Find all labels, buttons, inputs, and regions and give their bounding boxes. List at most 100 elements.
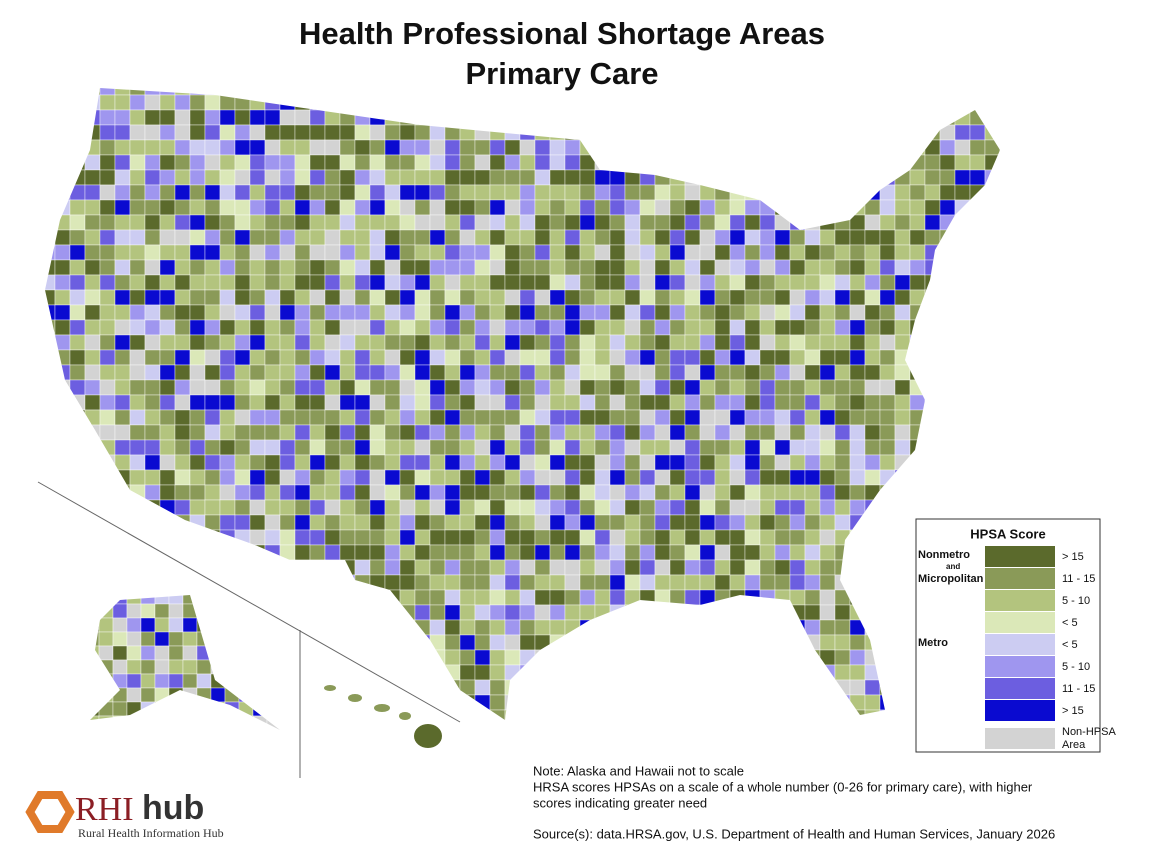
county [594, 139, 611, 156]
county [864, 139, 881, 156]
county [999, 319, 1000, 336]
county [196, 645, 212, 661]
county [759, 634, 776, 651]
county [864, 229, 881, 246]
county [999, 364, 1000, 381]
county [774, 214, 791, 231]
county [196, 603, 212, 619]
county [444, 529, 461, 546]
county [879, 409, 896, 426]
county [879, 94, 896, 111]
county [744, 289, 761, 306]
county [399, 88, 416, 96]
county [384, 139, 401, 156]
county [564, 409, 581, 426]
county [759, 484, 776, 501]
county [112, 631, 128, 647]
county [252, 645, 268, 661]
county [249, 259, 266, 276]
county [774, 154, 791, 171]
county [384, 94, 401, 111]
county [129, 274, 146, 291]
county [744, 439, 761, 456]
county [894, 229, 911, 246]
county [189, 349, 206, 366]
county [894, 484, 911, 501]
county [459, 439, 476, 456]
county [594, 439, 611, 456]
county [759, 109, 776, 126]
county [819, 394, 836, 411]
county [969, 499, 986, 516]
county [309, 244, 326, 261]
county [474, 274, 491, 291]
county [234, 574, 251, 591]
county [669, 394, 686, 411]
county [399, 274, 416, 291]
county [354, 379, 371, 396]
county [159, 514, 176, 531]
county [84, 274, 101, 291]
county [534, 664, 551, 681]
county [894, 139, 911, 156]
county [264, 499, 281, 516]
county [759, 304, 776, 321]
county [639, 514, 656, 531]
county [579, 109, 596, 126]
county [534, 634, 551, 651]
county [309, 139, 326, 156]
county [519, 199, 536, 216]
county [294, 124, 311, 141]
county [189, 109, 206, 126]
county [249, 544, 266, 561]
county [414, 409, 431, 426]
county [264, 469, 281, 486]
county [384, 499, 401, 516]
county [429, 619, 446, 636]
county [219, 499, 236, 516]
county [444, 499, 461, 516]
county [639, 694, 656, 711]
county [609, 139, 626, 156]
county [639, 214, 656, 231]
county [84, 604, 101, 621]
county [339, 574, 356, 591]
county [594, 709, 611, 720]
county [84, 184, 101, 201]
county [684, 424, 701, 441]
county [99, 409, 116, 426]
legend-label: 11 - 15 [1062, 683, 1095, 695]
county [504, 559, 521, 576]
county [159, 334, 176, 351]
county [819, 334, 836, 351]
county [114, 199, 131, 216]
county [354, 229, 371, 246]
county [969, 424, 986, 441]
county [84, 424, 101, 441]
county [924, 184, 941, 201]
county [182, 687, 198, 703]
county [969, 154, 986, 171]
county [654, 184, 671, 201]
county [684, 679, 701, 696]
county [84, 244, 101, 261]
county [369, 394, 386, 411]
county [684, 214, 701, 231]
county [238, 617, 254, 633]
county [309, 469, 326, 486]
county [459, 289, 476, 306]
legend-label: Area [1062, 739, 1086, 751]
county [309, 649, 326, 666]
county [849, 634, 866, 651]
county [549, 559, 566, 576]
county [849, 589, 866, 606]
legend-swatch [985, 700, 1055, 721]
county [609, 604, 626, 621]
county [114, 169, 131, 186]
county [879, 88, 896, 96]
county [99, 124, 116, 141]
county [45, 154, 56, 171]
county [112, 659, 128, 675]
county [999, 289, 1000, 306]
county [534, 229, 551, 246]
